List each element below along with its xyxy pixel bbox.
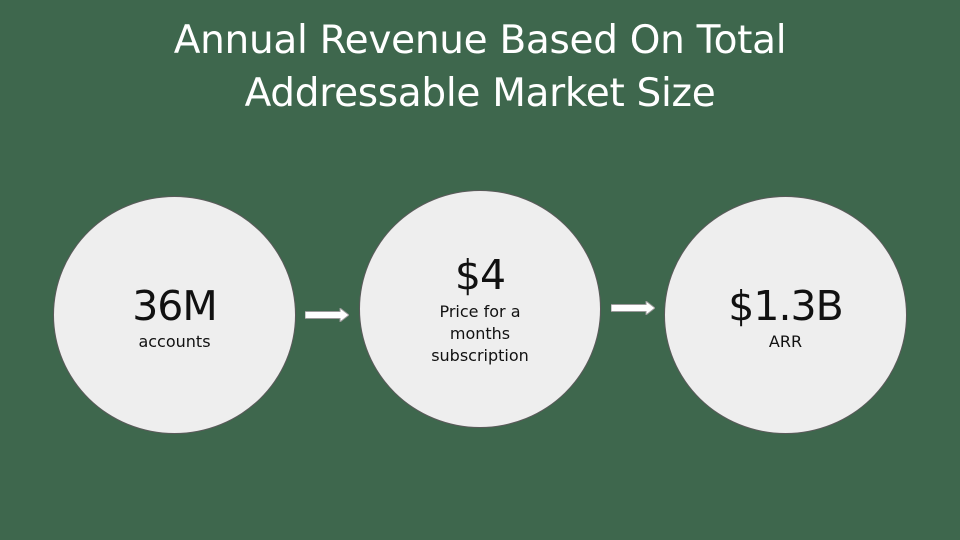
title-line-1: Annual Revenue Based On Total xyxy=(173,18,787,63)
accounts-caption: accounts xyxy=(138,332,211,351)
right-arrow-icon xyxy=(305,308,349,322)
arr-metric: $1.3B xyxy=(728,282,843,330)
accounts-metric: 36M xyxy=(132,282,218,330)
slide-title: Annual Revenue Based On Total Addressabl… xyxy=(80,14,880,120)
right-arrow-icon xyxy=(611,301,655,315)
accounts-circle: 36M accounts xyxy=(53,196,296,434)
title-line-2: Addressable Market Size xyxy=(244,71,716,116)
arr-circle: $1.3B ARR xyxy=(664,196,907,434)
price-caption: Price for a months subscription xyxy=(431,302,529,365)
price-metric: $4 xyxy=(454,251,506,299)
arr-caption: ARR xyxy=(768,332,803,351)
price-circle: $4 Price for a months subscription xyxy=(359,190,601,428)
